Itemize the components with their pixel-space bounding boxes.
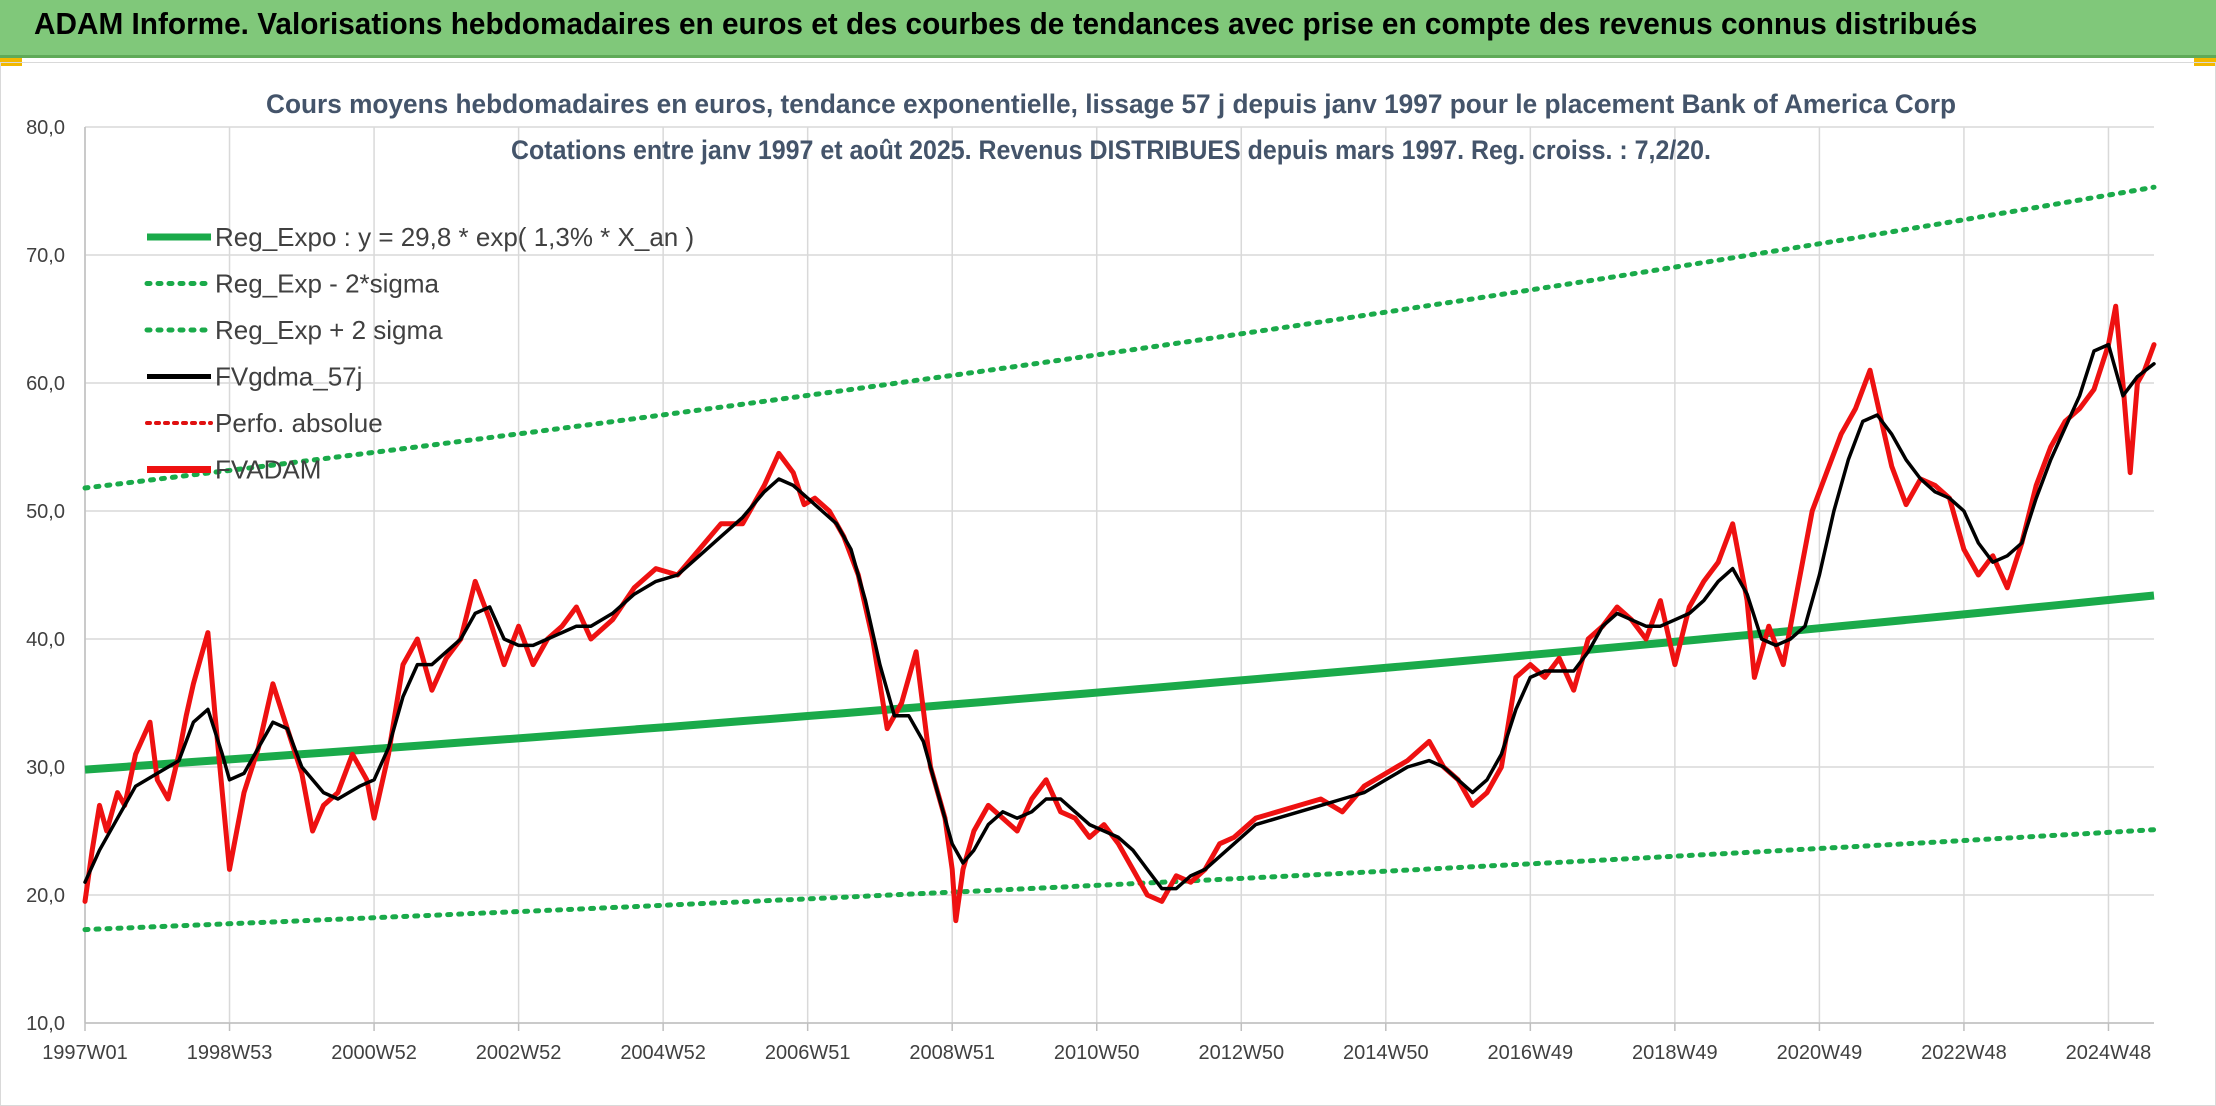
x-tick-label: 2010W50 [1054,1042,1140,1064]
y-tick-label: 40,0 [26,629,65,651]
report-banner: ADAM Informe. Valorisations hebdomadaire… [0,0,2216,58]
y-tick-label: 60,0 [26,373,65,395]
y-tick-label: 30,0 [26,757,65,779]
line-chart: 10,0 20,0 30,0 40,0 50,0 60,0 70,0 80,0 1997W01 1… [26,89,2157,1064]
x-tick-label: 2008W51 [909,1042,995,1064]
x-tick-label: 1998W53 [187,1042,273,1064]
x-tick-label: 2022W48 [1921,1042,2007,1064]
series-line-fvgdma [83,342,2156,891]
x-tick-label: 2018W49 [1632,1042,1718,1064]
report-title: ADAM Informe. Valorisations hebdomadaire… [34,6,1978,41]
legend-label-reg_plus: Reg_Exp + 2 sigma [215,315,443,345]
chart-subtitle: Cotations entre janv 1997 et août 2025. … [511,135,1711,165]
x-tick-label: 2002W52 [476,1042,562,1064]
y-tick-label: 20,0 [26,885,65,907]
chart-area: 10,0 20,0 30,0 40,0 50,0 60,0 70,0 80,0 1997W01 1… [0,62,2216,1106]
series-line-reg_minus [82,827,2157,933]
legend-label-fvgdma: FVgdma_57j [215,362,362,392]
y-tick-label: 80,0 [26,117,65,139]
axes: 10,0 20,0 30,0 40,0 50,0 60,0 70,0 80,0 1997W01 1… [26,117,2154,1064]
x-tick-label: 1997W01 [42,1042,128,1064]
x-tick-label: 2006W51 [765,1042,851,1064]
chart-title: Cours moyens hebdomadaires en euros, ten… [266,89,1956,119]
y-tick-label: 50,0 [26,501,65,523]
y-tick-label: 10,0 [26,1013,65,1035]
x-tick-label: 2004W52 [620,1042,706,1064]
x-tick-label: 2020W49 [1777,1042,1863,1064]
legend-label-reg_expo: Reg_Expo : y = 29,8 * exp( 1,3% * X_an ) [215,222,694,252]
series-line-fvadam [82,303,2157,924]
x-tick-label: 2012W50 [1198,1042,1284,1064]
legend-label-reg_minus: Reg_Exp - 2*sigma [215,269,440,299]
series-line-reg_expo [84,591,2155,774]
y-tick-label: 70,0 [26,245,65,267]
gridlines [84,126,2154,1024]
legend-label-fvadam: FVADAM [215,455,321,485]
x-tick-label: 2016W49 [1488,1042,1574,1064]
series-line-reg_plus [82,184,2157,491]
legend: Reg_Expo : y = 29,8 * exp( 1,3% * X_an )… [144,222,694,485]
x-tick-label: 2014W50 [1343,1042,1429,1064]
series-lines [82,184,2157,933]
x-tick-label: 2024W48 [2066,1042,2152,1064]
x-tick-label: 2000W52 [331,1042,417,1064]
legend-label-perfo: Perfo. absolue [215,408,383,438]
